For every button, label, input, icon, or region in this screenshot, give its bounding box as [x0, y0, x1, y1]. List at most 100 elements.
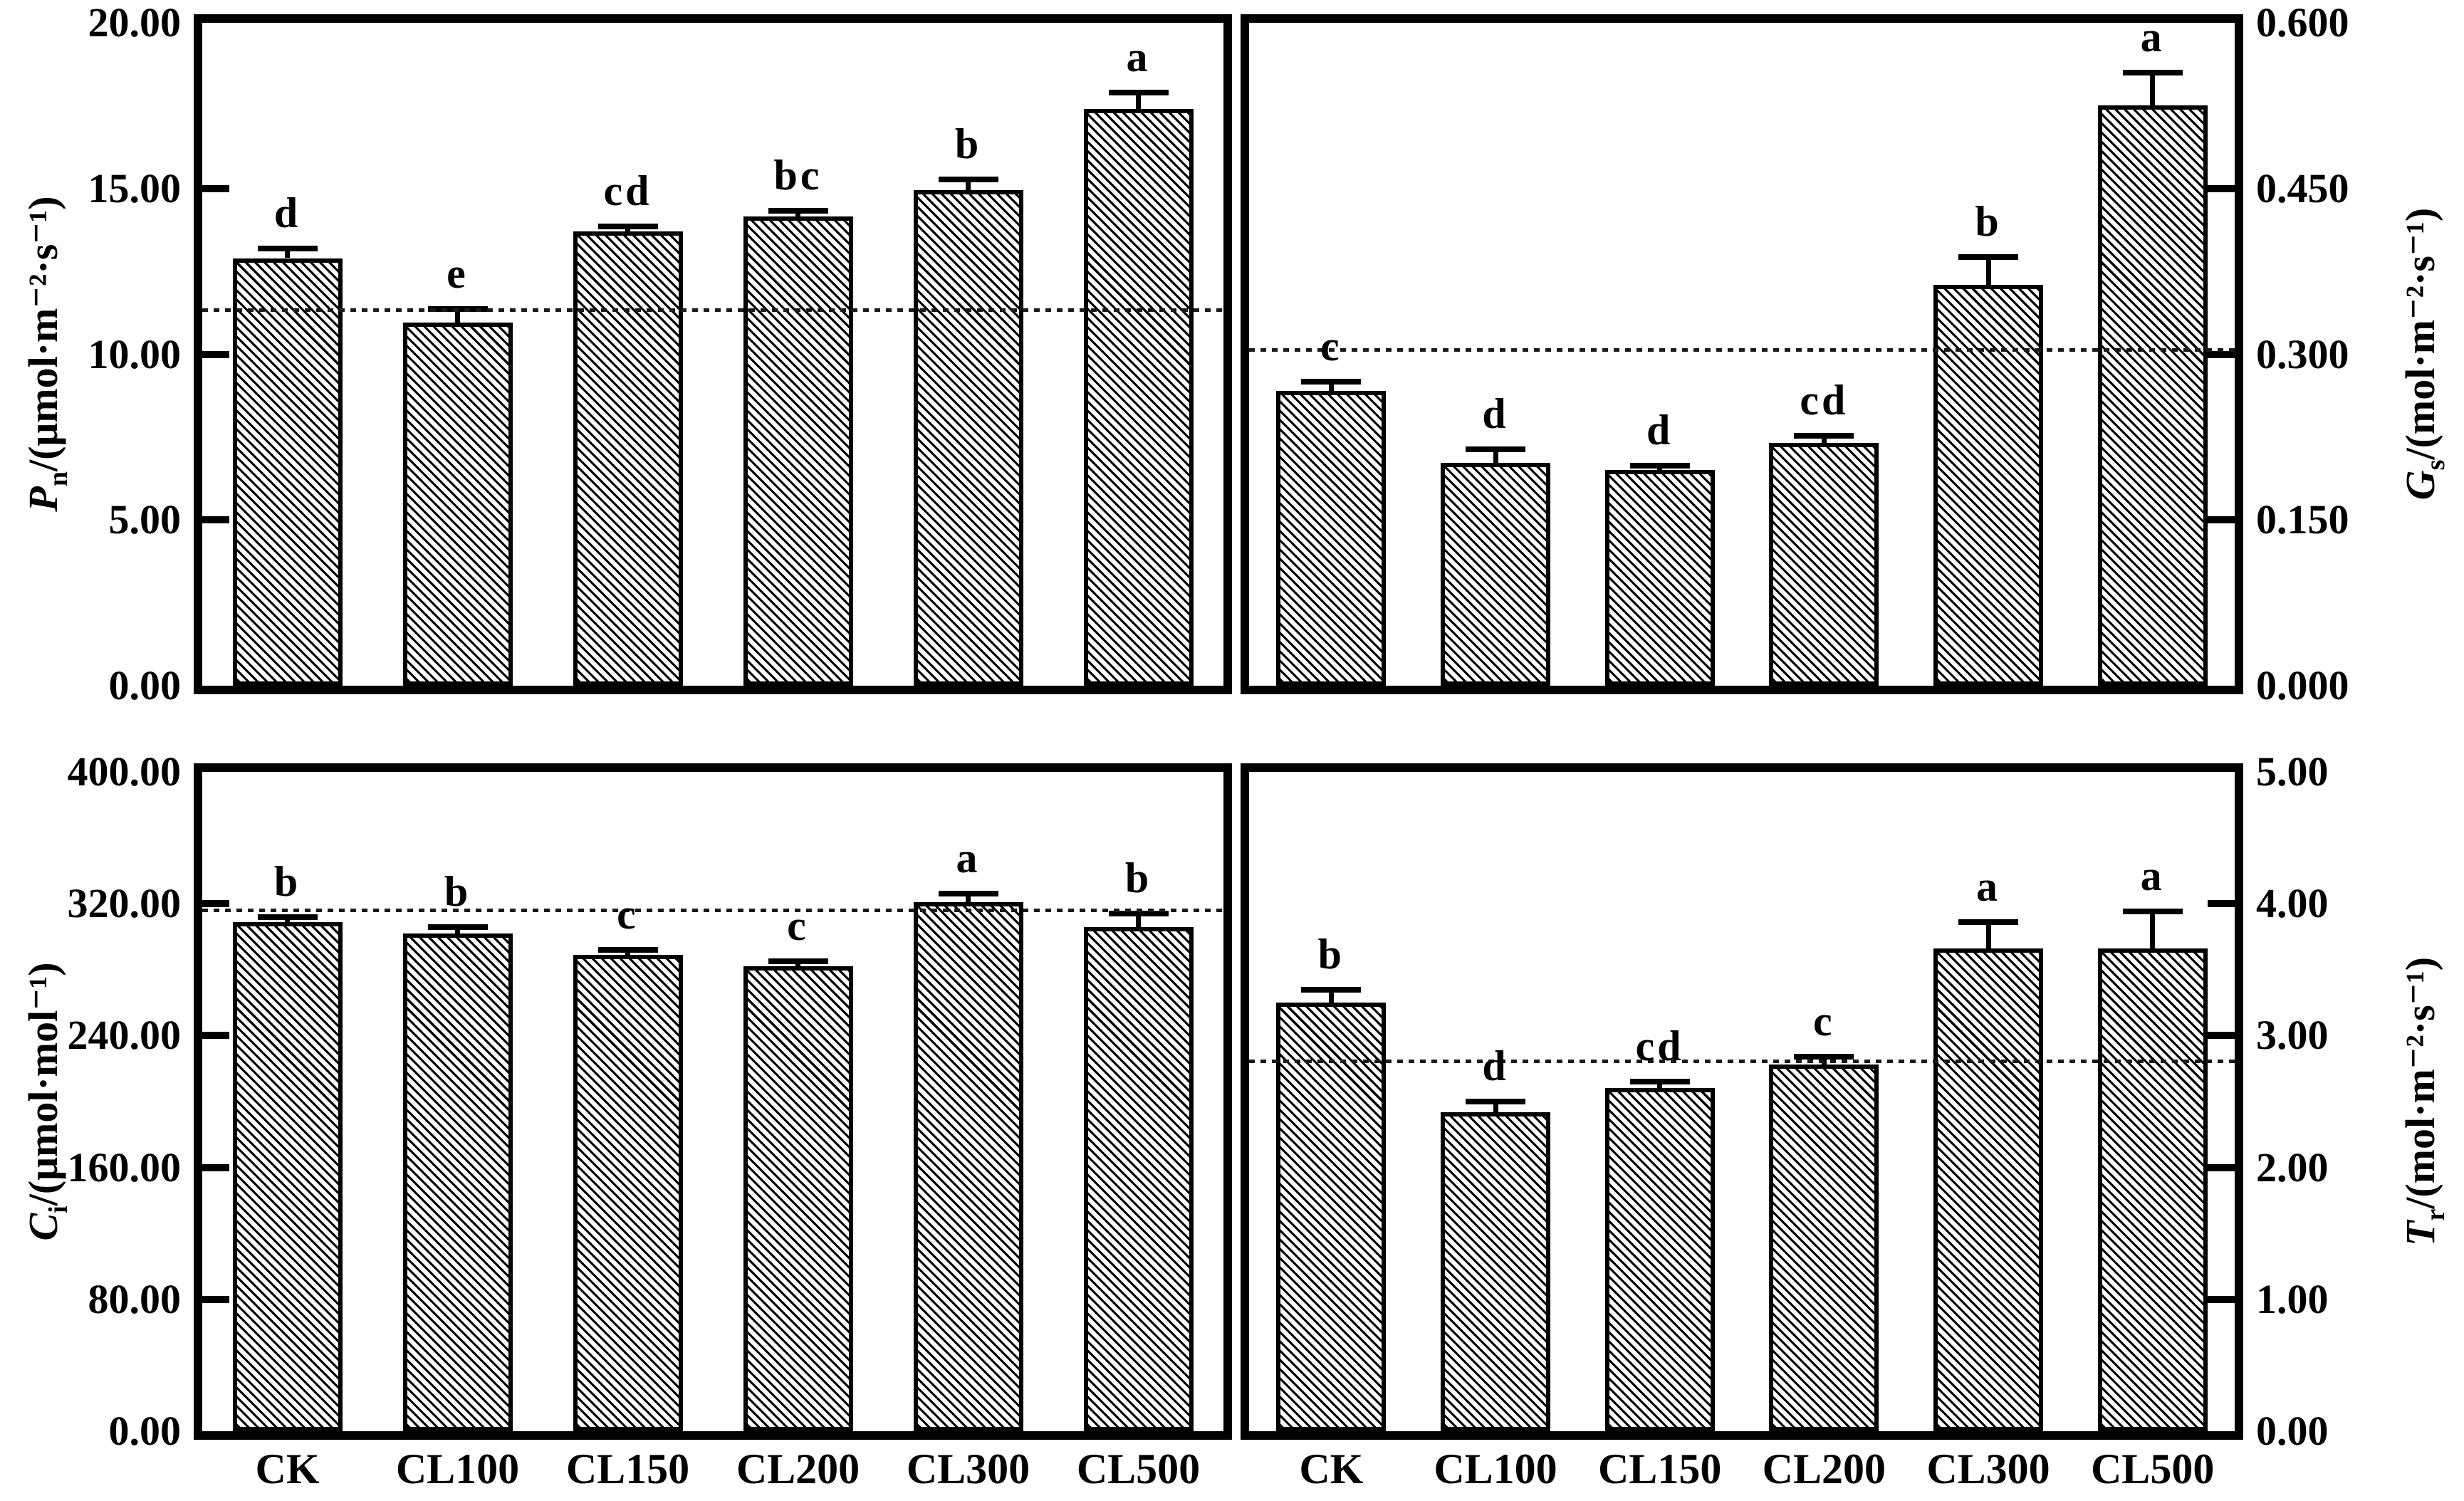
error-bar-cap [1108, 911, 1169, 917]
bar [232, 258, 343, 686]
bar [743, 966, 853, 1431]
sig-letter: d [273, 189, 301, 236]
error-bar-cap [1958, 253, 2018, 260]
y-tick-label: 0.00 [2256, 1408, 2329, 1454]
panel-gs: c d d cd b a [1241, 14, 2243, 694]
error-bar-stem [1136, 92, 1141, 110]
error-bar-stem [1493, 449, 1498, 463]
error-bar-stem [1328, 989, 1334, 1003]
y-tick-label: 20.00 [88, 0, 182, 46]
y-tick [2208, 1163, 2235, 1171]
y-tick-label: 5.00 [108, 496, 182, 543]
sig-letter: c [787, 902, 809, 950]
error-bar-stem [2150, 911, 2156, 949]
error-bar-stem [1657, 1082, 1663, 1089]
sig-letter: a [1126, 33, 1151, 80]
panel-pn: d e cd bc b a [194, 14, 1232, 694]
y-tick-label: 0.600 [2256, 0, 2349, 46]
x-category-label: CK [1299, 1445, 1364, 1492]
bar [1604, 470, 1715, 686]
bar [1276, 390, 1387, 686]
x-category-label: CL200 [1762, 1445, 1886, 1492]
y-axis-subscript-pn: n [43, 471, 73, 487]
y-tick [2208, 516, 2235, 524]
error-bar-cap [1794, 1054, 1854, 1060]
x-category-label: CL500 [2090, 1445, 2215, 1492]
bar [1083, 109, 1194, 686]
y-tick [202, 1163, 229, 1171]
sig-letter: bc [773, 151, 823, 199]
sig-letter: a [956, 835, 981, 882]
bar [1933, 948, 2043, 1431]
error-bar-cap [427, 924, 488, 930]
y-axis-title-tr: Tr/(mol·m⁻²·s⁻¹) [2396, 957, 2450, 1246]
y-axis-subscript-tr: r [2421, 1208, 2450, 1221]
bar [913, 901, 1023, 1431]
sig-letter: a [2140, 852, 2165, 900]
y-tick-label: 160.00 [67, 1144, 182, 1191]
bar [743, 216, 853, 686]
sig-letter: cd [603, 167, 652, 215]
error-bar-cap [1466, 446, 1525, 452]
error-bar-cap [597, 224, 658, 230]
reference-line [1249, 348, 2235, 352]
sig-letter: e [447, 249, 469, 297]
sig-letter: cd [1800, 377, 1849, 424]
y-tick-label: 0.00 [108, 1408, 182, 1454]
error-bar-cap [1629, 1079, 1690, 1085]
error-bar-stem [455, 308, 460, 323]
y-tick [202, 350, 229, 358]
error-bar-cap [1466, 1099, 1525, 1104]
y-tick [2208, 900, 2235, 908]
error-bar-cap [1301, 986, 1362, 993]
sig-letter: d [1482, 1042, 1509, 1089]
error-bar-stem [1493, 1102, 1498, 1112]
error-bar-cap [938, 177, 998, 183]
y-tick [2208, 350, 2235, 358]
error-bar-stem [1985, 256, 1991, 285]
bar [2097, 948, 2208, 1431]
y-tick-label: 240.00 [67, 1012, 182, 1059]
y-tick-label: 0.300 [2256, 330, 2349, 377]
x-category-label: CL100 [395, 1445, 520, 1492]
reference-line [1249, 1059, 2235, 1063]
bar [402, 323, 513, 686]
x-category-label: CK [255, 1445, 320, 1492]
error-bar-cap [1301, 379, 1362, 385]
bar [232, 921, 343, 1431]
panel-ci: b b c c a b [194, 763, 1232, 1440]
bar [1441, 462, 1550, 686]
y-axis-variable-ci: C [20, 1213, 66, 1241]
error-bar-stem [1328, 382, 1334, 391]
y-tick-label: 320.00 [67, 880, 182, 927]
error-bar-cap [938, 891, 998, 897]
error-bar-cap [1629, 463, 1690, 469]
bar [1441, 1112, 1550, 1431]
bar [573, 231, 683, 686]
error-bar-stem [455, 926, 460, 933]
error-bar-stem [285, 248, 290, 258]
y-tick [202, 184, 229, 192]
bar [1083, 926, 1194, 1431]
y-tick-label: 15.00 [88, 164, 182, 211]
y-tick-label: 0.000 [2256, 662, 2349, 708]
error-bar-stem [795, 210, 800, 217]
error-bar-stem [966, 179, 971, 191]
y-tick-label: 0.150 [2256, 496, 2349, 543]
y-tick-label: 4.00 [2256, 880, 2329, 927]
y-tick-label: 2.00 [2256, 1144, 2329, 1191]
y-tick [202, 1295, 229, 1303]
x-category-label: CL150 [1597, 1445, 1722, 1492]
y-tick-label: 10.00 [88, 330, 182, 377]
panel-tr: b d cd c a a [1241, 763, 2243, 1440]
error-bar-cap [1958, 919, 2018, 926]
y-tick [202, 516, 229, 524]
y-tick-label: 400.00 [67, 748, 182, 795]
bar [573, 954, 683, 1431]
sig-letter: d [1646, 407, 1674, 454]
y-tick [2208, 1295, 2235, 1303]
sig-letter: b [1975, 197, 2002, 245]
error-bar-cap [2122, 69, 2183, 75]
y-tick [2208, 184, 2235, 192]
sig-letter: cd [1635, 1023, 1684, 1070]
